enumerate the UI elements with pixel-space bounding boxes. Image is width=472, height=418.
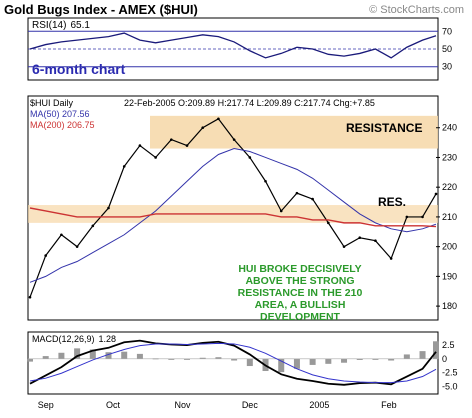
price-point — [154, 156, 157, 159]
price-point — [170, 138, 173, 141]
macd-tick-label: -5.0 — [442, 381, 458, 391]
rsi-tick-label-50: 50 — [442, 44, 452, 54]
price-point — [434, 192, 438, 196]
macd-label: MACD(12,26,9) 1.28 — [32, 334, 116, 344]
x-tick-label: Nov — [175, 400, 192, 410]
price-point — [138, 144, 142, 147]
ma200-line — [29, 207, 437, 228]
price-point — [264, 179, 267, 183]
x-tick-label: Dec — [242, 400, 259, 410]
annotation-line: HUI BROKE DECISIVELY — [238, 263, 361, 275]
price-point — [389, 257, 393, 260]
macd-histogram-bar — [309, 358, 316, 365]
price-point — [60, 233, 63, 237]
price-tick-label-210: 210 — [442, 212, 457, 222]
macd-histogram-bar — [341, 358, 348, 363]
price-tick-label-230: 230 — [442, 152, 457, 162]
price-header: 22-Feb-2005 O:209.89 H:217.74 L:209.89 C… — [124, 98, 375, 108]
credit-label: © StockCharts.com — [369, 4, 464, 16]
macd-histogram-bar — [89, 349, 96, 359]
ma50-line — [29, 148, 437, 283]
macd-histogram-bar — [388, 358, 395, 361]
res-label: RES. — [378, 195, 406, 209]
x-tick-label: Feb — [381, 400, 397, 410]
macd-histogram-bar — [215, 357, 222, 359]
macd-histogram-bar — [231, 358, 238, 361]
price-symbol-label: $HUI Daily — [30, 98, 74, 108]
x-tick-label: Sep — [38, 400, 54, 410]
macd-histogram-bar — [372, 358, 379, 360]
annotation-line: DEVELOPMENT — [260, 311, 341, 323]
price-point — [201, 126, 205, 130]
price-point — [217, 117, 220, 121]
macd-tick-label: -2.5 — [442, 368, 458, 378]
annotation-line: RESISTANCE IN THE 210 — [238, 287, 363, 299]
rsi-line — [29, 32, 437, 59]
rsi-tick-label-70: 70 — [442, 26, 452, 36]
macd-histogram-bar — [105, 352, 112, 359]
rsi-panel: RSI(14) 65.1 6-month chart 30 50 70 — [27, 17, 452, 81]
macd-tick-label: 2.5 — [442, 340, 455, 350]
price-point — [327, 221, 330, 225]
price-point — [374, 239, 377, 243]
macd-histogram-bar — [325, 358, 332, 364]
ma200-label: MA(200) 206.75 — [30, 120, 95, 130]
price-tick-label-240: 240 — [442, 123, 457, 133]
price-point — [28, 295, 32, 299]
rsi-tick-label-30: 30 — [442, 62, 452, 72]
macd-histogram-bar — [136, 353, 143, 359]
macd-histogram-bar — [403, 354, 410, 359]
macd-histogram-bar — [184, 358, 191, 360]
price-tick-label-200: 200 — [442, 242, 457, 252]
price-point — [107, 206, 110, 210]
macd-histogram-bar — [74, 348, 81, 359]
x-tick-label: Oct — [106, 400, 121, 410]
ma50-label: MA(50) 207.56 — [30, 109, 90, 119]
price-point — [232, 138, 236, 141]
annotation-line: ABOVE THE STRONG — [245, 275, 354, 287]
macd-histogram-bar — [27, 358, 33, 362]
price-point — [185, 144, 189, 147]
macd-histogram-bar — [419, 351, 426, 359]
chart-title: Gold Bugs Index - AMEX ($HUI) — [4, 2, 198, 17]
price-point — [75, 245, 79, 248]
price-point — [405, 215, 409, 219]
macd-tick-label: 0 — [442, 354, 447, 364]
price-point — [279, 209, 283, 213]
rsi-label: RSI(14) 65.1 — [32, 20, 90, 31]
price-point — [248, 156, 252, 159]
rsi-chart-annotation: 6-month chart — [32, 61, 126, 77]
macd-histogram-bar — [199, 357, 206, 359]
price-panel: $HUI Daily 22-Feb-2005 O:209.89 H:217.74… — [27, 95, 457, 323]
price-point — [311, 197, 314, 201]
price-point — [91, 224, 95, 228]
signal-line — [29, 342, 437, 384]
price-point — [295, 191, 299, 195]
macd-histogram-bar — [293, 358, 300, 369]
x-tick-label: 2005 — [309, 400, 329, 410]
price-point — [342, 245, 346, 248]
macd-histogram-bar — [168, 358, 175, 360]
macd-histogram-bar — [246, 358, 253, 367]
macd-histogram-bar — [42, 356, 49, 359]
price-point — [44, 254, 48, 257]
macd-histogram-bar — [121, 351, 128, 359]
price-point — [358, 236, 362, 240]
macd-histogram-bar — [58, 352, 65, 359]
price-tick-label-190: 190 — [442, 271, 457, 281]
macd-histogram-bar — [433, 341, 439, 359]
macd-panel: MACD(12,26,9) 1.28 -5.0 -2.5 0 2.5 Sep Oct Nov D… — [27, 331, 458, 410]
price-tick-label-220: 220 — [442, 182, 457, 192]
price-tick-label-180: 180 — [442, 301, 457, 311]
macd-histogram-bar — [356, 358, 363, 360]
price-point — [421, 215, 424, 219]
resistance-label: RESISTANCE — [346, 121, 422, 135]
price-point — [122, 165, 126, 168]
annotation-line: AREA, A BULLISH — [255, 299, 346, 311]
macd-histogram-bar — [278, 358, 285, 373]
